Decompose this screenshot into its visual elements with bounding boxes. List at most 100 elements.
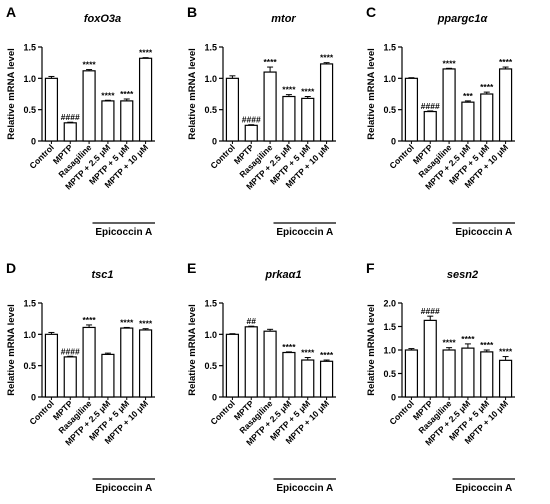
significance-label: **** [499,347,513,357]
significance-label: **** [442,58,456,68]
bar [63,356,77,398]
significance-label: **** [320,53,334,63]
y-tick-label: 1.5 [383,322,396,332]
bar [319,360,334,398]
significance-label: **** [263,57,277,67]
y-tick-label: 0 [212,137,217,147]
significance-label: **** [82,60,96,70]
bar [498,359,513,398]
bar [63,122,77,142]
y-tick-label: 1.5 [204,299,217,309]
significance-label: **** [301,87,315,97]
significance-label: *** [463,91,474,101]
bar [282,95,296,142]
y-tick-label: 0 [31,137,36,147]
significance-label: **** [120,317,134,327]
significance-label: **** [461,334,475,344]
bar [404,77,419,142]
y-tick-label: 0.5 [204,105,217,115]
bar [44,77,59,142]
panel-letter: F [366,260,375,276]
bar [423,319,437,398]
group-label: Epicoccin A [276,227,333,238]
significance-label: **** [282,85,296,95]
significance-label: #### [61,346,80,356]
bar [423,110,437,142]
significance-label: **** [480,340,494,350]
significance-label: **** [442,338,456,348]
significance-label: **** [139,319,153,329]
chart-title: tsc1 [91,269,113,281]
y-axis-label: Relative mRNA level [6,304,17,396]
y-tick-label: 0 [391,137,396,147]
bar [82,326,96,398]
significance-label: **** [282,342,296,352]
bar [101,100,115,142]
significance-label: **** [82,315,96,325]
bar [442,68,456,142]
y-axis-label: Relative mRNA level [187,48,198,140]
y-tick-label: 1.5 [23,43,36,53]
panel-letter: D [6,260,16,276]
y-tick-label: 1.0 [204,330,217,340]
bar [263,71,277,142]
y-tick-label: 1.0 [383,74,396,84]
bar [138,57,153,142]
bar [263,330,277,398]
y-tick-label: 1.0 [23,330,36,340]
bar [282,351,296,398]
y-tick-label: 0.5 [204,361,217,371]
bar [498,68,513,142]
significance-label: #### [242,115,261,125]
y-tick-label: 0 [31,393,36,403]
significance-label: **** [301,348,315,358]
significance-label: ## [247,316,257,326]
significance-label: **** [480,82,494,92]
y-axis-label: Relative mRNA level [366,304,377,396]
bar [404,349,419,398]
group-label: Epicoccin A [455,483,512,494]
significance-label: **** [139,48,153,58]
chart-title: prkaα1 [264,269,301,281]
y-tick-label: 0.5 [383,369,396,379]
y-axis-label: Relative mRNA level [187,304,198,396]
significance-label: **** [320,350,334,360]
y-tick-label: 0 [391,393,396,403]
bar [101,353,115,398]
significance-label: **** [101,90,115,100]
bar [225,333,240,398]
bar [301,359,315,398]
panel-letter: B [187,4,197,20]
y-tick-label: 0.5 [23,105,36,115]
chart-title: mtor [271,13,296,25]
y-axis-label: Relative mRNA level [366,48,377,140]
significance-label: **** [499,57,513,67]
significance-label: #### [61,112,80,122]
group-label: Epicoccin A [95,483,152,494]
bar [244,124,258,142]
y-tick-label: 1.5 [23,299,36,309]
group-label: Epicoccin A [276,483,333,494]
chart-title: sesn2 [447,269,478,281]
panel-letter: A [6,4,16,20]
chart-title: ppargc1α [437,13,489,25]
y-tick-label: 1.0 [383,346,396,356]
bar [442,349,456,398]
y-axis-label: Relative mRNA level [6,48,17,140]
bar [138,329,153,398]
bar [44,333,59,398]
panel-letter: C [366,4,376,20]
significance-label: **** [120,89,134,99]
bar [120,327,134,398]
y-tick-label: 2.0 [383,299,396,309]
bar [120,100,134,142]
bar [82,70,96,142]
bar [225,77,240,142]
significance-label: #### [421,101,440,111]
group-label: Epicoccin A [95,227,152,238]
y-tick-label: 0 [212,393,217,403]
y-tick-label: 1.0 [204,74,217,84]
